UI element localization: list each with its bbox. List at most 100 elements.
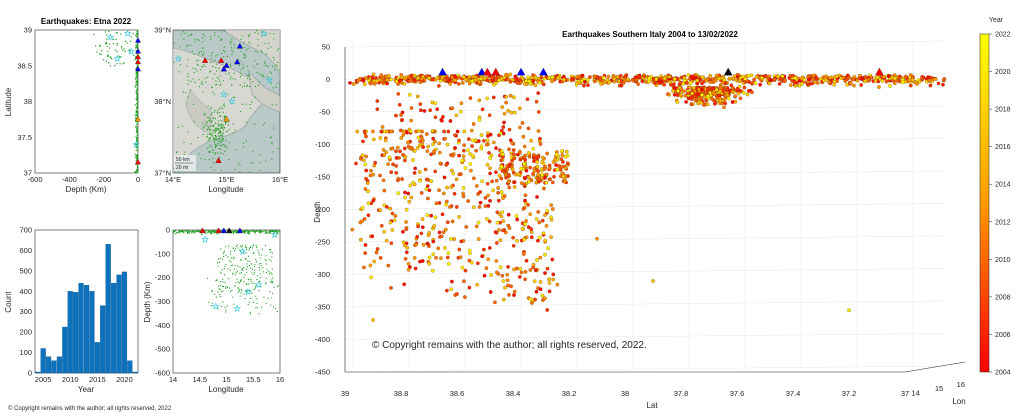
quake-point bbox=[501, 125, 506, 129]
scale-bar-km: 50 km bbox=[176, 157, 190, 163]
quake-point bbox=[523, 82, 527, 86]
quake-point bbox=[136, 170, 138, 172]
quake-point bbox=[259, 81, 261, 83]
quake-point bbox=[187, 79, 189, 81]
quake-point bbox=[225, 122, 227, 124]
quake-point bbox=[252, 268, 254, 270]
quake-point bbox=[120, 56, 122, 58]
quake-point bbox=[427, 76, 432, 80]
quake-point bbox=[381, 148, 386, 152]
quake-point bbox=[202, 122, 204, 124]
chart-etna-map: 50 km 20 mi 37°N38°N39°N 14°E 15°E 16°E Lo… bbox=[154, 26, 288, 195]
quake-point bbox=[526, 175, 531, 180]
tick-label: -400 bbox=[315, 335, 330, 344]
quake-point bbox=[690, 91, 694, 96]
quake-point bbox=[173, 231, 175, 233]
quake-point bbox=[135, 73, 137, 75]
quake-point bbox=[206, 147, 208, 149]
quake-point bbox=[203, 35, 205, 37]
quake-point bbox=[253, 231, 255, 233]
quake-point bbox=[368, 263, 373, 268]
quake-point bbox=[137, 115, 138, 117]
quake-point bbox=[908, 83, 913, 88]
quake-point bbox=[225, 139, 227, 141]
quake-point bbox=[136, 131, 138, 133]
quake-point bbox=[264, 62, 266, 64]
quake-point bbox=[136, 97, 138, 99]
quake-point bbox=[520, 121, 525, 125]
quake-point bbox=[249, 78, 251, 80]
quake-point bbox=[225, 287, 227, 289]
quake-point bbox=[196, 63, 198, 65]
quake-point bbox=[248, 301, 250, 303]
quake-point bbox=[178, 170, 180, 172]
quake-point bbox=[194, 232, 196, 234]
station-triangle bbox=[215, 157, 222, 163]
quake-point bbox=[194, 38, 196, 40]
quake-point bbox=[445, 255, 450, 260]
tick-label: 0 bbox=[166, 226, 170, 235]
quake-point bbox=[112, 38, 114, 40]
quake-point bbox=[258, 252, 260, 254]
quake-point bbox=[137, 45, 138, 47]
quake-point bbox=[210, 233, 212, 235]
quake-point bbox=[240, 259, 242, 261]
quake-point bbox=[214, 129, 216, 131]
quake-point bbox=[208, 159, 210, 161]
quake-point bbox=[213, 169, 215, 171]
quake-point bbox=[375, 107, 380, 112]
quake-point bbox=[535, 258, 539, 262]
quake-point bbox=[418, 108, 423, 113]
quake-point bbox=[256, 230, 258, 232]
quake-point bbox=[136, 141, 138, 143]
quake-point bbox=[198, 53, 200, 55]
quake-point bbox=[232, 233, 234, 235]
quake-point bbox=[244, 57, 246, 59]
quake-point bbox=[554, 152, 559, 157]
tick-label: -100 bbox=[155, 249, 170, 258]
quake-point bbox=[245, 103, 247, 105]
quake-point bbox=[560, 149, 564, 153]
quake-point bbox=[243, 231, 245, 233]
quake-point bbox=[509, 284, 513, 289]
quake-point bbox=[213, 94, 215, 96]
quake-point bbox=[133, 54, 135, 56]
quake-point bbox=[243, 54, 245, 56]
tick-label: 14.5 bbox=[192, 375, 207, 384]
quake-point bbox=[232, 96, 234, 98]
quake-point bbox=[496, 190, 500, 195]
quake-point bbox=[434, 255, 438, 260]
tick-label: 2022 bbox=[995, 32, 1011, 39]
quake-point bbox=[529, 230, 534, 234]
quake-point bbox=[531, 73, 535, 77]
quake-point bbox=[198, 153, 200, 155]
quake-point bbox=[214, 143, 216, 145]
quake-point bbox=[511, 148, 516, 152]
quake-point bbox=[397, 102, 402, 107]
station-triangle bbox=[236, 42, 244, 49]
quake-point bbox=[247, 260, 249, 262]
quake-point bbox=[470, 79, 475, 84]
quake-point bbox=[237, 287, 239, 289]
quake-point bbox=[210, 166, 212, 168]
quake-point bbox=[136, 103, 138, 105]
quake-point bbox=[249, 86, 251, 88]
quake-point bbox=[212, 137, 214, 139]
quake-point bbox=[240, 289, 242, 291]
quake-point bbox=[866, 77, 871, 82]
quake-point bbox=[832, 79, 837, 84]
quake-point bbox=[271, 143, 273, 145]
quake-point bbox=[240, 292, 242, 294]
quake-point bbox=[526, 225, 531, 229]
quake-point bbox=[137, 99, 138, 101]
quake-point bbox=[220, 127, 222, 129]
quake-point bbox=[219, 75, 221, 77]
quake-point bbox=[408, 129, 413, 134]
quake-point bbox=[243, 232, 245, 234]
quake-point bbox=[394, 113, 398, 118]
quake-point bbox=[230, 43, 232, 45]
quake-point bbox=[271, 273, 273, 275]
quake-point bbox=[208, 230, 210, 232]
quake-point bbox=[221, 138, 223, 140]
x-axis-label: Year bbox=[78, 385, 95, 394]
